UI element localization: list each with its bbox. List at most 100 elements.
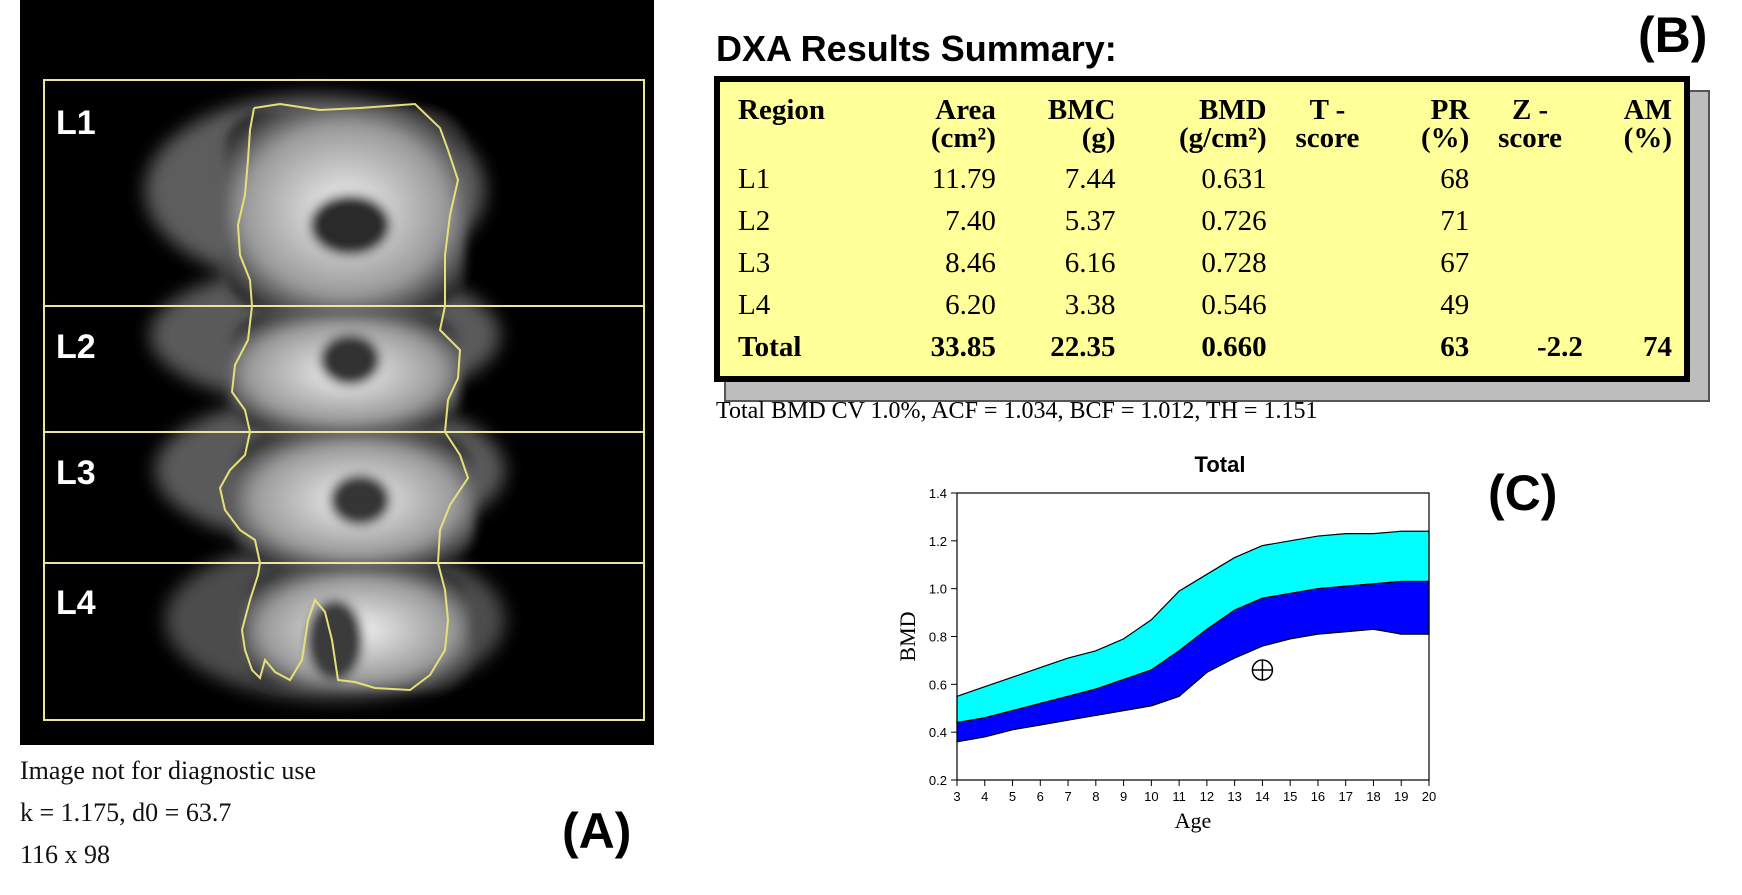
x-axis-label: Age — [1175, 808, 1212, 833]
cell-t-score — [1271, 284, 1385, 326]
cell-pr: 49 — [1440, 289, 1470, 321]
x-tick-label: 12 — [1200, 789, 1214, 804]
x-tick-label: 11 — [1172, 789, 1186, 804]
header-pr: PR (%) — [1420, 94, 1470, 154]
cell-am — [1587, 158, 1676, 200]
scan-label-l4: L4 — [56, 584, 96, 622]
cell-bmc: 3.38 — [1064, 289, 1116, 321]
cell-z-score — [1473, 242, 1587, 284]
x-tick-label: 7 — [1064, 789, 1071, 804]
cell-t-score — [1271, 326, 1385, 368]
bmd-age-chart: Total 0.2 0.4 0.6 0.8 1.0 1.2 1.4 3 4 5 6 7 8 9 10 11 1… — [895, 452, 1436, 833]
cell-am — [1587, 284, 1676, 326]
table-row: L1 11.79 7.44 0.631 68 — [734, 158, 1676, 200]
cell-am: 74 — [1643, 331, 1672, 363]
scan-graphic: L1 L2 L3 L4 — [20, 0, 654, 745]
cell-bmd: 0.631 — [1201, 163, 1267, 195]
cell-bmc: 6.16 — [1064, 247, 1116, 279]
x-tick-label: 16 — [1311, 789, 1325, 804]
cell-bmc: 22.35 — [1050, 331, 1116, 363]
dxa-results-title: DXA Results Summary: — [716, 28, 1117, 69]
scan-caption-line-1: Image not for diagnostic use — [20, 756, 317, 785]
cell-area: 7.40 — [945, 205, 996, 237]
cell-pr: 63 — [1440, 331, 1470, 363]
header-region: Region — [738, 94, 825, 126]
cell-area: 6.20 — [945, 289, 996, 321]
chart-title: Total — [1195, 452, 1246, 477]
header-z-score: Z - score — [1498, 94, 1563, 154]
x-tick-label: 5 — [1009, 789, 1016, 804]
x-tick-label: 15 — [1283, 789, 1297, 804]
cell-z-score — [1473, 158, 1587, 200]
reference-bands — [956, 530, 1430, 743]
scan-caption-line-2: k = 1.175, d0 = 63.7 — [20, 798, 232, 827]
cell-am — [1587, 200, 1676, 242]
cell-t-score — [1271, 200, 1385, 242]
x-tick-label: 4 — [981, 789, 988, 804]
scan-label-l3: L3 — [56, 454, 96, 492]
cell-area: 11.79 — [931, 163, 996, 195]
header-area: Area (cm²) — [930, 94, 996, 154]
dxa-scan-image: L1 L2 L3 L4 — [20, 0, 654, 745]
cell-region: L2 — [738, 205, 771, 237]
cell-region: L1 — [738, 163, 771, 195]
cell-area: 33.85 — [930, 331, 996, 363]
table-header-row: Region Area (cm²) BMC (g) BMD (g/cm²) T - sc… — [734, 96, 1676, 158]
header-am: AM (%) — [1623, 94, 1672, 154]
table-row: L2 7.40 5.37 0.726 71 — [734, 200, 1676, 242]
x-tick-label: 20 — [1422, 789, 1436, 804]
x-tick-label: 19 — [1394, 789, 1408, 804]
header-t-score: T - score — [1295, 94, 1360, 154]
x-tick-label: 18 — [1366, 789, 1380, 804]
cell-bmd: 0.546 — [1201, 289, 1267, 321]
scan-caption-line-3: 116 x 98 — [20, 840, 111, 869]
cell-t-score — [1271, 242, 1385, 284]
y-tick-label: 1.4 — [929, 486, 947, 501]
x-axis: 3 4 5 6 7 8 9 10 11 12 13 14 15 16 17 18 19 20 — [953, 780, 1436, 804]
cell-bmc: 7.44 — [1064, 163, 1116, 195]
results-table-box: Region Area (cm²) BMC (g) BMD (g/cm²) T - sc… — [714, 76, 1690, 382]
results-table: Region Area (cm²) BMC (g) BMD (g/cm²) T - sc… — [734, 96, 1676, 368]
cell-pr: 68 — [1440, 163, 1470, 195]
cell-bmd: 0.726 — [1201, 205, 1267, 237]
panel-b-label: (B) — [1638, 7, 1708, 63]
x-tick-label: 9 — [1120, 789, 1127, 804]
x-tick-label: 10 — [1144, 789, 1158, 804]
x-tick-label: 13 — [1227, 789, 1241, 804]
scan-label-l1: L1 — [56, 104, 96, 142]
y-tick-label: 0.6 — [929, 677, 947, 692]
cell-am — [1587, 242, 1676, 284]
y-tick-label: 1.2 — [929, 534, 947, 549]
table-row: L4 6.20 3.38 0.546 49 — [734, 284, 1676, 326]
panel-a-label: (A) — [562, 803, 632, 859]
x-tick-label: 3 — [953, 789, 960, 804]
y-tick-label: 0.4 — [929, 725, 947, 740]
panel-c-label: (C) — [1488, 465, 1558, 521]
cell-bmd: 0.728 — [1201, 247, 1267, 279]
header-bmd: BMD (g/cm²) — [1179, 94, 1267, 154]
table-row-total: Total 33.85 22.35 0.660 63 -2.2 74 — [734, 326, 1676, 368]
table-row: L3 8.46 6.16 0.728 67 — [734, 242, 1676, 284]
cell-z-score: -2.2 — [1536, 331, 1583, 363]
y-tick-label: 0.2 — [929, 773, 947, 788]
cell-z-score — [1473, 200, 1587, 242]
cell-pr: 71 — [1440, 205, 1470, 237]
x-tick-label: 14 — [1255, 789, 1269, 804]
scan-label-l2: L2 — [56, 328, 96, 366]
cell-pr: 67 — [1440, 247, 1470, 279]
header-bmc: BMC (g) — [1047, 94, 1116, 154]
patient-marker — [1251, 659, 1274, 681]
y-tick-label: 0.8 — [929, 630, 947, 645]
y-axis-label: BMD — [895, 611, 920, 661]
x-tick-label: 17 — [1338, 789, 1352, 804]
table-footnote: Total BMD CV 1.0%, ACF = 1.034, BCF = 1.… — [716, 398, 1318, 424]
cell-z-score — [1473, 284, 1587, 326]
x-tick-label: 6 — [1037, 789, 1044, 804]
cell-region: L4 — [738, 289, 771, 321]
x-tick-label: 8 — [1092, 789, 1099, 804]
cell-t-score — [1271, 158, 1385, 200]
cell-area: 8.46 — [945, 247, 996, 279]
cell-bmd: 0.660 — [1201, 331, 1267, 363]
y-tick-label: 1.0 — [929, 582, 947, 597]
cell-region: Total — [738, 331, 802, 363]
